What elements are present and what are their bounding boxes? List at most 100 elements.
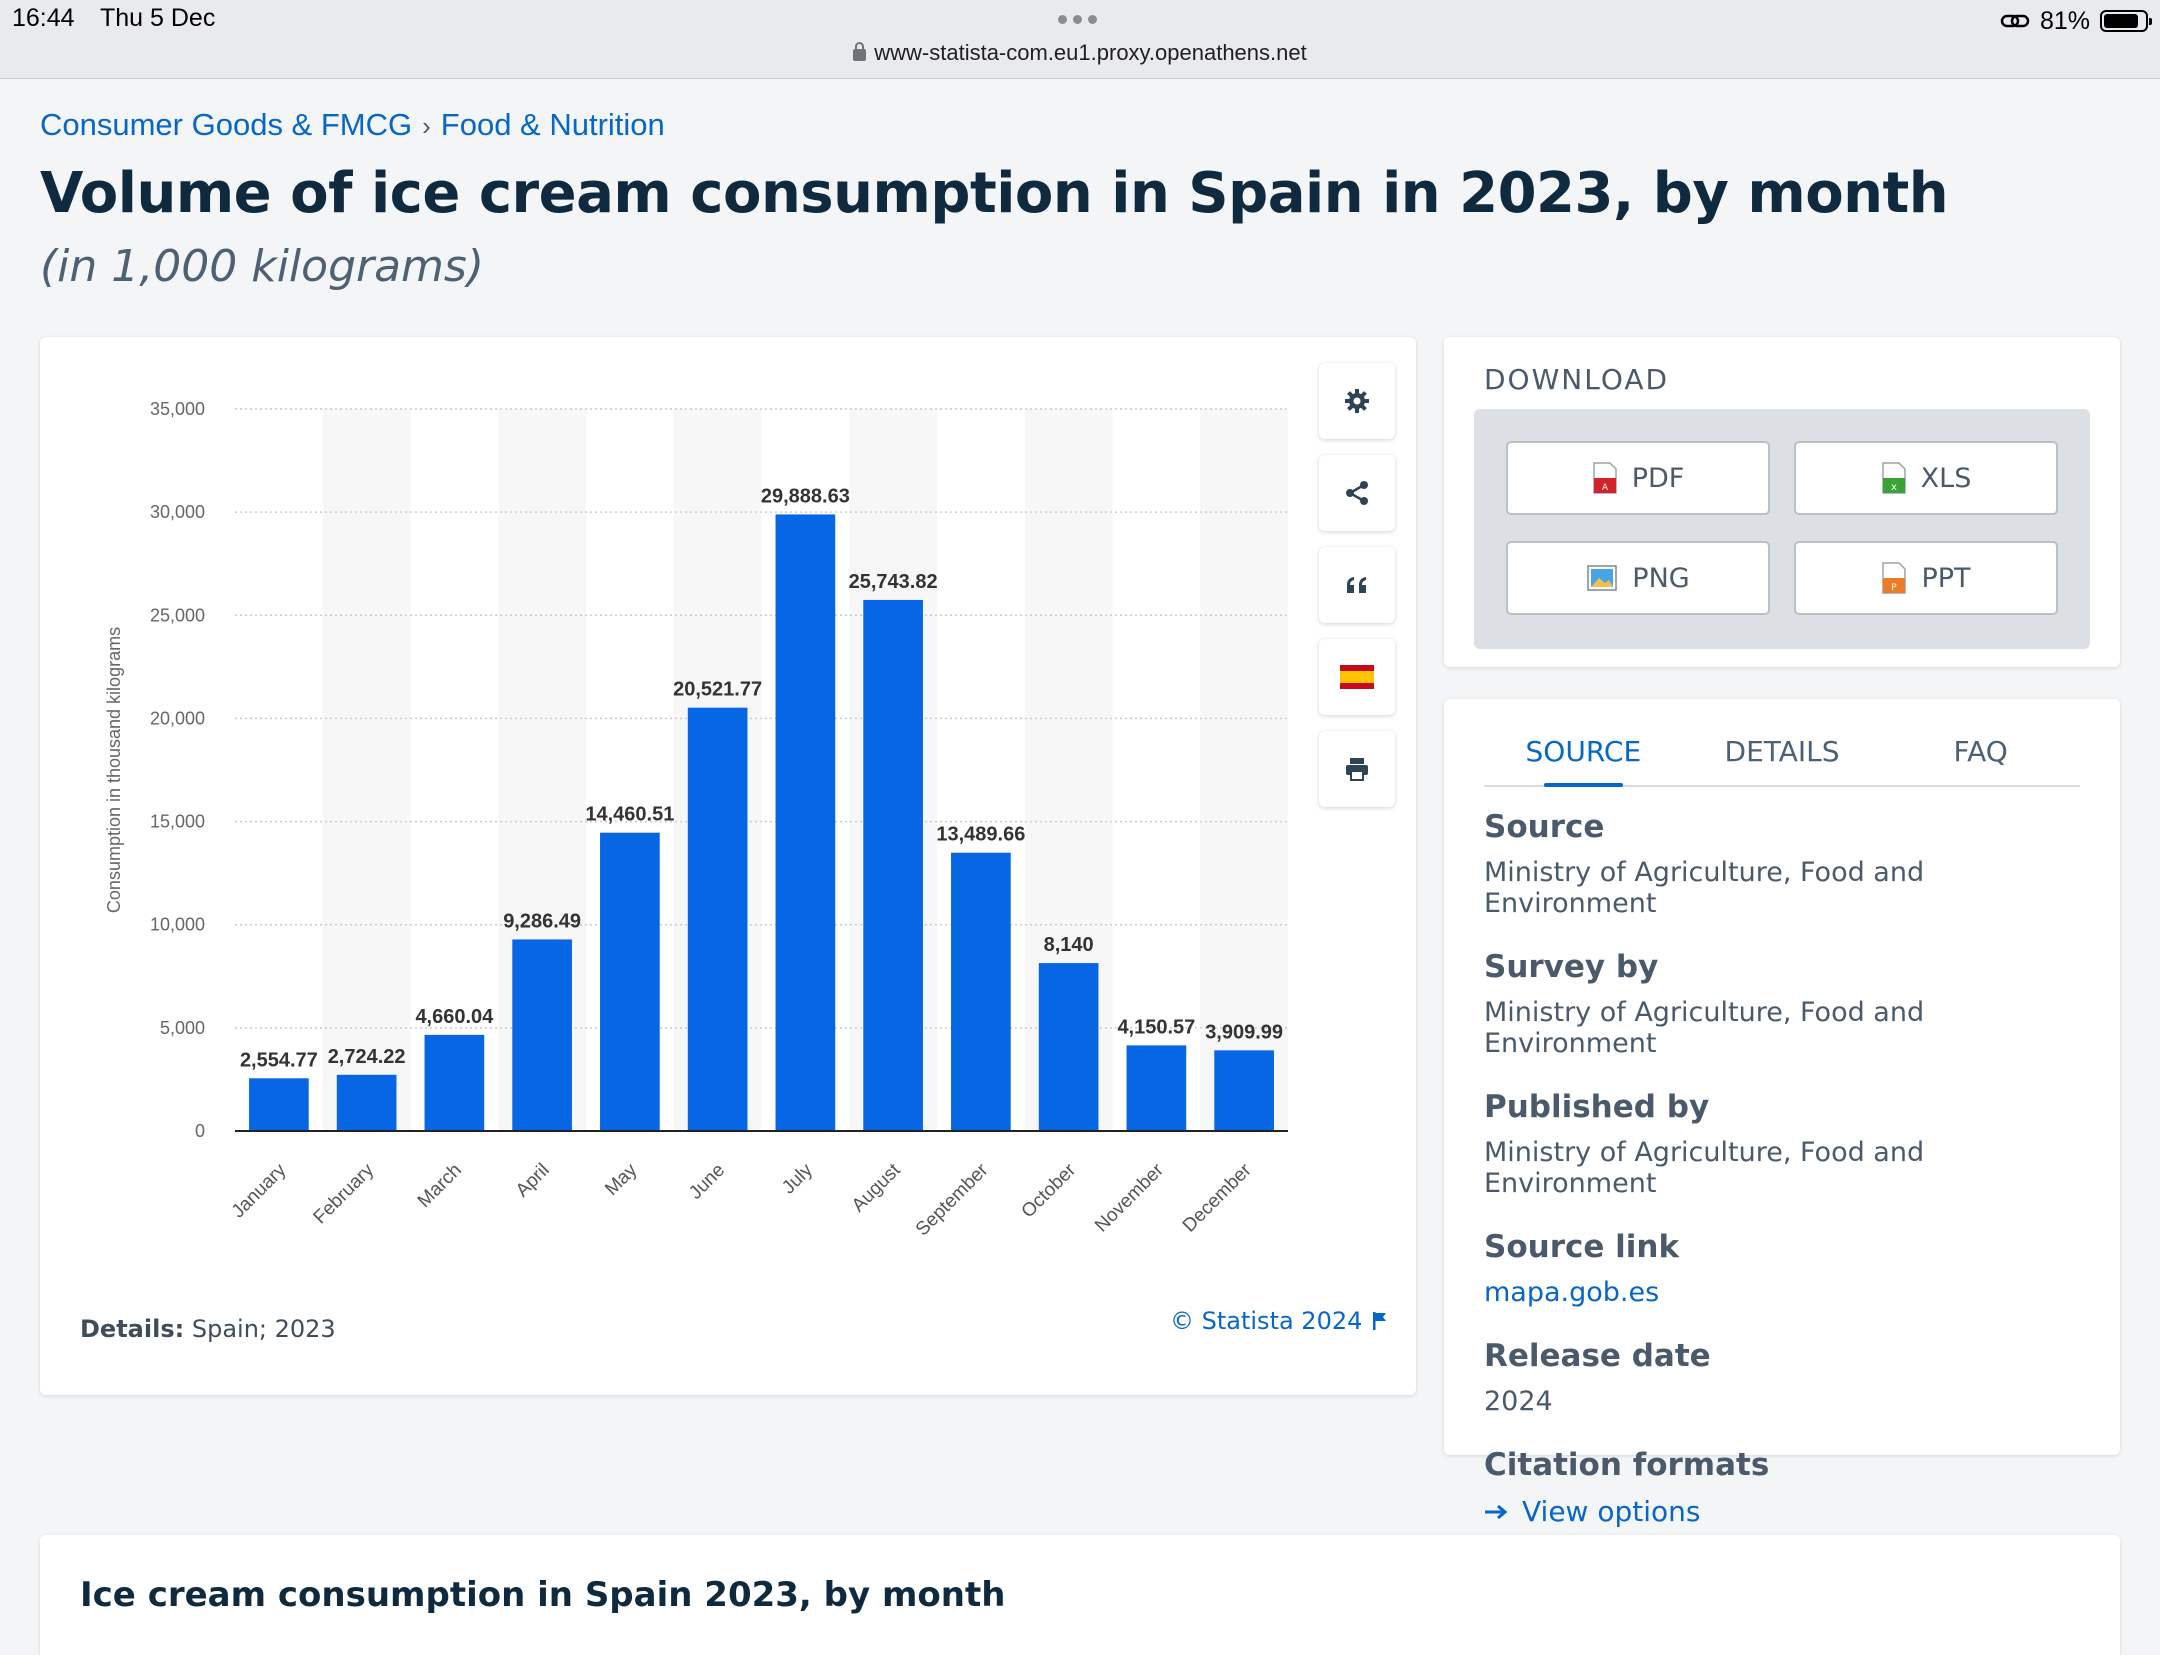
data-label: 14,460.51	[585, 804, 674, 826]
bar-june	[687, 707, 748, 1131]
breadcrumb-item-consumer-goods[interactable]: Consumer Goods & FMCG	[40, 107, 413, 142]
bar-july	[775, 514, 836, 1131]
citation-formats-label: Citation formats	[1484, 1447, 1770, 1483]
download-ppt-button[interactable]: P PPT	[1794, 541, 2058, 615]
bar-august	[863, 599, 923, 1131]
breadcrumb-item-food-nutrition[interactable]: Food & Nutrition	[440, 107, 665, 142]
png-file-icon	[1587, 565, 1618, 591]
source-tabs: SOURCE DETAILS FAQ	[1484, 735, 2080, 787]
x-tick-label: December	[1179, 1159, 1256, 1236]
x-tick-label: February	[310, 1159, 379, 1228]
tab-source[interactable]: SOURCE	[1484, 735, 1683, 787]
flag-icon	[1373, 1312, 1387, 1330]
published-by-value: Ministry of Agriculture, Food and Enviro…	[1484, 1137, 1925, 1199]
page-subtitle: (in 1,000 kilograms)	[40, 241, 484, 292]
x-tick-label: May	[601, 1159, 642, 1200]
svg-text:A: A	[1602, 483, 1609, 493]
status-bar: 16:44 Thu 5 Dec 81% www-statista-com.eu1…	[0, 0, 2160, 79]
x-tick-label: January	[228, 1159, 291, 1222]
multitasking-dots-icon[interactable]	[1058, 9, 1104, 24]
y-tick-label: 20,000	[150, 708, 205, 728]
chart-card: 0 5,000 10,000 15,000 20,000 25,000 30,000 35,0…	[40, 337, 1416, 1395]
status-date: Thu 5 Dec	[100, 4, 216, 32]
download-title: DOWNLOAD	[1484, 363, 1670, 396]
survey-by-item: Survey by Ministry of Agriculture, Food …	[1484, 949, 2084, 1059]
column-band	[322, 409, 411, 1131]
x-tick-label: October	[1018, 1159, 1081, 1222]
link-icon	[2000, 14, 2030, 28]
x-tick-label: September	[912, 1159, 993, 1240]
y-axis-label: Consumption in thousand kilograms	[104, 627, 124, 913]
source-link-item: Source link mapa.gob.es	[1484, 1229, 2084, 1308]
data-label: 3,909.99	[1205, 1021, 1283, 1043]
view-options-label: View options	[1522, 1495, 1701, 1528]
spain-flag-icon	[1340, 665, 1374, 689]
url-text: www-statista-com.eu1.proxy.openathens.ne…	[874, 40, 1307, 65]
bar-may	[600, 832, 660, 1131]
page-title: Volume of ice cream consumption in Spain…	[40, 161, 1949, 226]
bar-january	[249, 1078, 309, 1131]
details-value: Spain; 2023	[191, 1315, 336, 1343]
x-tick-label: March	[414, 1160, 466, 1212]
url-bar[interactable]: www-statista-com.eu1.proxy.openathens.ne…	[0, 40, 2160, 66]
svg-text:P: P	[1892, 583, 1898, 593]
x-tick-label: June	[685, 1160, 729, 1204]
x-tick-label: August	[848, 1159, 905, 1216]
copyright-text: © Statista 2024	[1170, 1307, 1363, 1335]
lock-icon	[853, 42, 867, 61]
statistic-section-card: Ice cream consumption in Spain 2023, by …	[40, 1535, 2120, 1655]
download-png-button[interactable]: PNG	[1506, 541, 1770, 615]
bar-february	[336, 1074, 397, 1131]
release-date-label: Release date	[1484, 1338, 1711, 1374]
settings-button[interactable]	[1319, 363, 1395, 439]
published-by-item: Published by Ministry of Agriculture, Fo…	[1484, 1089, 2084, 1199]
y-tick-label: 0	[195, 1121, 205, 1141]
data-label: 8,140	[1044, 934, 1094, 956]
svg-text:x: x	[1891, 482, 1897, 493]
download-pdf-button[interactable]: A PDF	[1506, 441, 1770, 515]
statista-copyright-link[interactable]: © Statista 2024	[1170, 1307, 1388, 1335]
gear-icon	[1345, 389, 1369, 413]
bar-december	[1214, 1050, 1274, 1131]
data-label: 29,888.63	[761, 485, 850, 507]
status-time: 16:44	[12, 4, 75, 32]
y-tick-label: 15,000	[150, 812, 205, 832]
download-xls-label: XLS	[1920, 462, 1972, 494]
data-label: 25,743.82	[849, 571, 938, 593]
x-tick-label: April	[512, 1160, 554, 1202]
source-value: Ministry of Agriculture, Food and Enviro…	[1484, 857, 1925, 919]
data-label: 4,150.57	[1117, 1016, 1195, 1038]
chart-details: Details: Spain; 2023	[80, 1315, 336, 1343]
tab-faq[interactable]: FAQ	[1953, 735, 2008, 768]
breadcrumb-separator: ›	[422, 111, 431, 141]
download-options: A PDF x XLS PNG P PPT	[1474, 409, 2090, 649]
tab-details[interactable]: DETAILS	[1724, 735, 1840, 768]
view-options-link[interactable]: View options	[1484, 1495, 2084, 1528]
arrow-right-icon	[1485, 1504, 1508, 1519]
region-button[interactable]	[1319, 639, 1395, 715]
data-label: 2,554.77	[240, 1049, 318, 1071]
bar-march	[424, 1034, 485, 1131]
quote-icon	[1347, 577, 1366, 593]
y-tick-label: 10,000	[150, 915, 205, 935]
source-link[interactable]: mapa.gob.es	[1484, 1277, 1660, 1308]
bar-october	[1038, 963, 1099, 1131]
citation-item: Citation formats View options	[1484, 1447, 2084, 1528]
pdf-file-icon: A	[1592, 462, 1617, 494]
bar-chart: 0 5,000 10,000 15,000 20,000 25,000 30,000 35,0…	[104, 399, 1288, 1240]
print-button[interactable]	[1319, 731, 1395, 807]
battery-icon	[2100, 10, 2152, 32]
download-xls-button[interactable]: x XLS	[1794, 441, 2058, 515]
survey-by-value: Ministry of Agriculture, Food and Enviro…	[1484, 997, 1925, 1059]
share-button[interactable]	[1319, 455, 1395, 531]
bar-september	[951, 852, 1011, 1131]
page: Consumer Goods & FMCG › Food & Nutrition V…	[0, 79, 2160, 1655]
x-tick-label: November	[1091, 1159, 1168, 1236]
cite-button[interactable]	[1319, 547, 1395, 623]
source-item: Source Ministry of Agriculture, Food and…	[1484, 809, 2084, 919]
source-link-label: Source link	[1484, 1229, 1680, 1265]
source-list: Source Ministry of Agriculture, Food and…	[1484, 809, 2084, 1558]
y-tick-label: 5,000	[160, 1018, 205, 1038]
release-date-value: 2024	[1484, 1386, 1553, 1417]
y-tick-label: 30,000	[150, 502, 205, 522]
